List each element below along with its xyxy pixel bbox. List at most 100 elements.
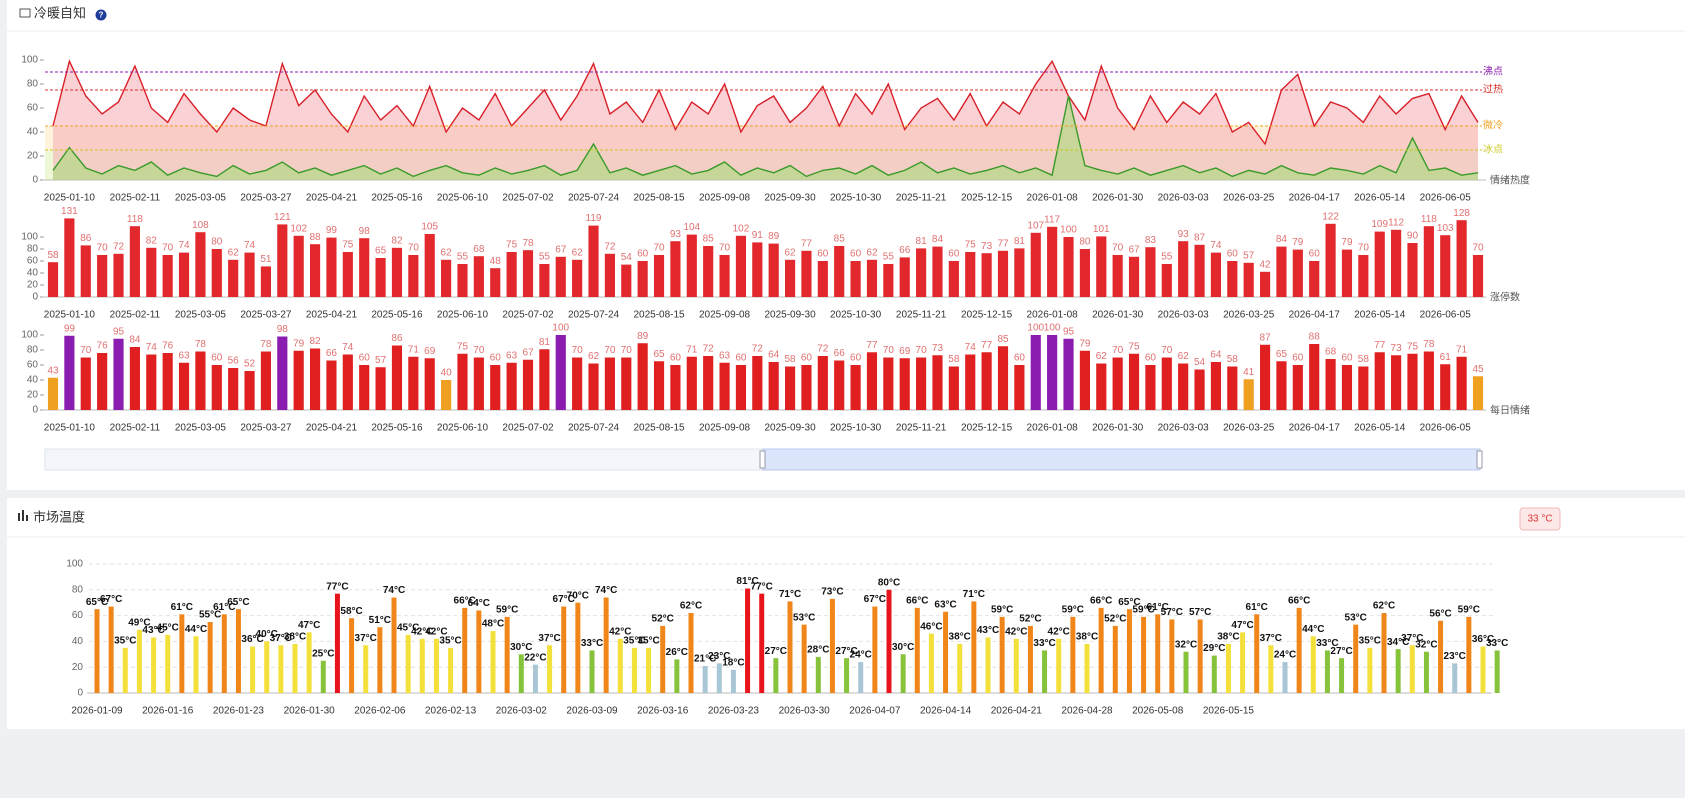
bar xyxy=(997,250,1009,297)
bar xyxy=(631,647,637,693)
x-tick-label: 2025-10-30 xyxy=(830,423,882,434)
value-label: 33°C xyxy=(1033,638,1055,649)
x-tick-label: 2025-11-21 xyxy=(896,423,947,434)
value-label: 27°C xyxy=(835,646,857,657)
x-tick-label: 2025-07-02 xyxy=(502,310,554,321)
value-label: 57 xyxy=(1243,250,1255,261)
value-label: 79 xyxy=(293,338,305,349)
value-label: 60 xyxy=(637,249,649,260)
bar xyxy=(490,365,501,410)
y-tick-label: 20 xyxy=(72,662,84,673)
badge xyxy=(1519,507,1561,531)
bar xyxy=(1325,223,1336,297)
value-label: 58 xyxy=(948,354,960,365)
value-label: 35°C xyxy=(1359,635,1381,646)
value-label: 77 xyxy=(997,238,1009,249)
bar xyxy=(228,368,239,410)
bar xyxy=(637,343,648,410)
bar xyxy=(985,637,991,693)
value-label: 51 xyxy=(260,254,272,265)
value-label: 81 xyxy=(1014,236,1026,247)
bar xyxy=(195,232,206,297)
value-label: 78 xyxy=(195,339,207,350)
bar xyxy=(735,365,747,410)
y-tick-label: 0 xyxy=(77,688,83,699)
value-label: 81 xyxy=(539,337,551,348)
bar xyxy=(1310,636,1316,693)
bar xyxy=(97,255,108,297)
bar xyxy=(604,357,615,410)
bar xyxy=(1126,609,1132,693)
value-label: 27°C xyxy=(765,646,787,657)
bar xyxy=(1381,613,1387,693)
help-icon[interactable] xyxy=(95,9,107,21)
bar xyxy=(1211,655,1217,693)
value-label: 72 xyxy=(703,344,715,355)
bar xyxy=(1070,616,1076,693)
x-tick-label: 2025-04-21 xyxy=(306,193,358,204)
bar xyxy=(47,377,59,410)
bar xyxy=(589,650,595,693)
x-tick-label: 2026-02-13 xyxy=(425,706,477,717)
bar xyxy=(1178,241,1189,297)
bar xyxy=(419,638,425,693)
bar xyxy=(320,660,326,693)
bar xyxy=(965,252,976,297)
value-label: 68 xyxy=(473,244,485,255)
bar xyxy=(801,624,807,693)
bar xyxy=(277,224,288,297)
bar xyxy=(916,357,927,410)
bar xyxy=(522,359,534,410)
bar xyxy=(1243,262,1254,297)
bar xyxy=(391,247,403,297)
value-label: 38°C xyxy=(1076,632,1098,643)
x-tick-label: 2025-03-27 xyxy=(240,310,292,321)
bar xyxy=(326,237,337,297)
bar xyxy=(80,357,91,410)
y-tick-label: 0 xyxy=(32,405,38,416)
slider-handle[interactable] xyxy=(1476,450,1483,469)
bar xyxy=(1161,264,1172,297)
bar xyxy=(1079,350,1090,410)
x-tick-label: 2026-03-25 xyxy=(1223,423,1275,434)
value-label: 42°C xyxy=(1048,626,1070,637)
value-label: 65 xyxy=(653,349,665,360)
value-label: 35°C xyxy=(439,635,461,646)
bar xyxy=(660,625,666,693)
bar xyxy=(719,362,730,410)
slider-handle[interactable] xyxy=(759,450,766,469)
bar xyxy=(784,259,796,297)
bar xyxy=(539,264,550,297)
bar xyxy=(136,629,142,693)
y-tick-label: 80 xyxy=(27,79,39,90)
bar xyxy=(1096,236,1107,297)
slider-window[interactable] xyxy=(762,448,1481,471)
value-label: 58 xyxy=(785,354,797,365)
value-label: 60 xyxy=(1014,353,1026,364)
value-label: 104 xyxy=(683,222,700,233)
x-tick-label: 2025-11-21 xyxy=(896,310,947,321)
bar xyxy=(97,353,108,410)
value-label: 57°C xyxy=(1161,607,1183,618)
bar xyxy=(292,643,298,693)
value-label: 70 xyxy=(572,345,584,356)
bar xyxy=(1456,356,1467,410)
bar xyxy=(1324,650,1330,693)
x-tick-label: 2026-01-09 xyxy=(71,706,123,717)
value-label: 54 xyxy=(621,252,633,263)
bar xyxy=(359,238,370,297)
value-label: 70 xyxy=(1161,345,1173,356)
bar xyxy=(1296,607,1302,693)
x-tick-label: 2026-01-30 xyxy=(1092,193,1144,204)
help-icon-text[interactable]: ? xyxy=(99,11,104,20)
value-label: 119 xyxy=(586,213,602,224)
bar xyxy=(228,259,239,297)
y-tick-label: 80 xyxy=(27,345,39,356)
value-label: 67°C xyxy=(100,594,122,605)
value-label: 74 xyxy=(965,342,977,353)
value-label: 43 xyxy=(47,365,59,376)
y-tick-label: 100 xyxy=(21,232,38,243)
value-label: 74°C xyxy=(383,585,405,596)
value-label: 99 xyxy=(64,323,76,334)
